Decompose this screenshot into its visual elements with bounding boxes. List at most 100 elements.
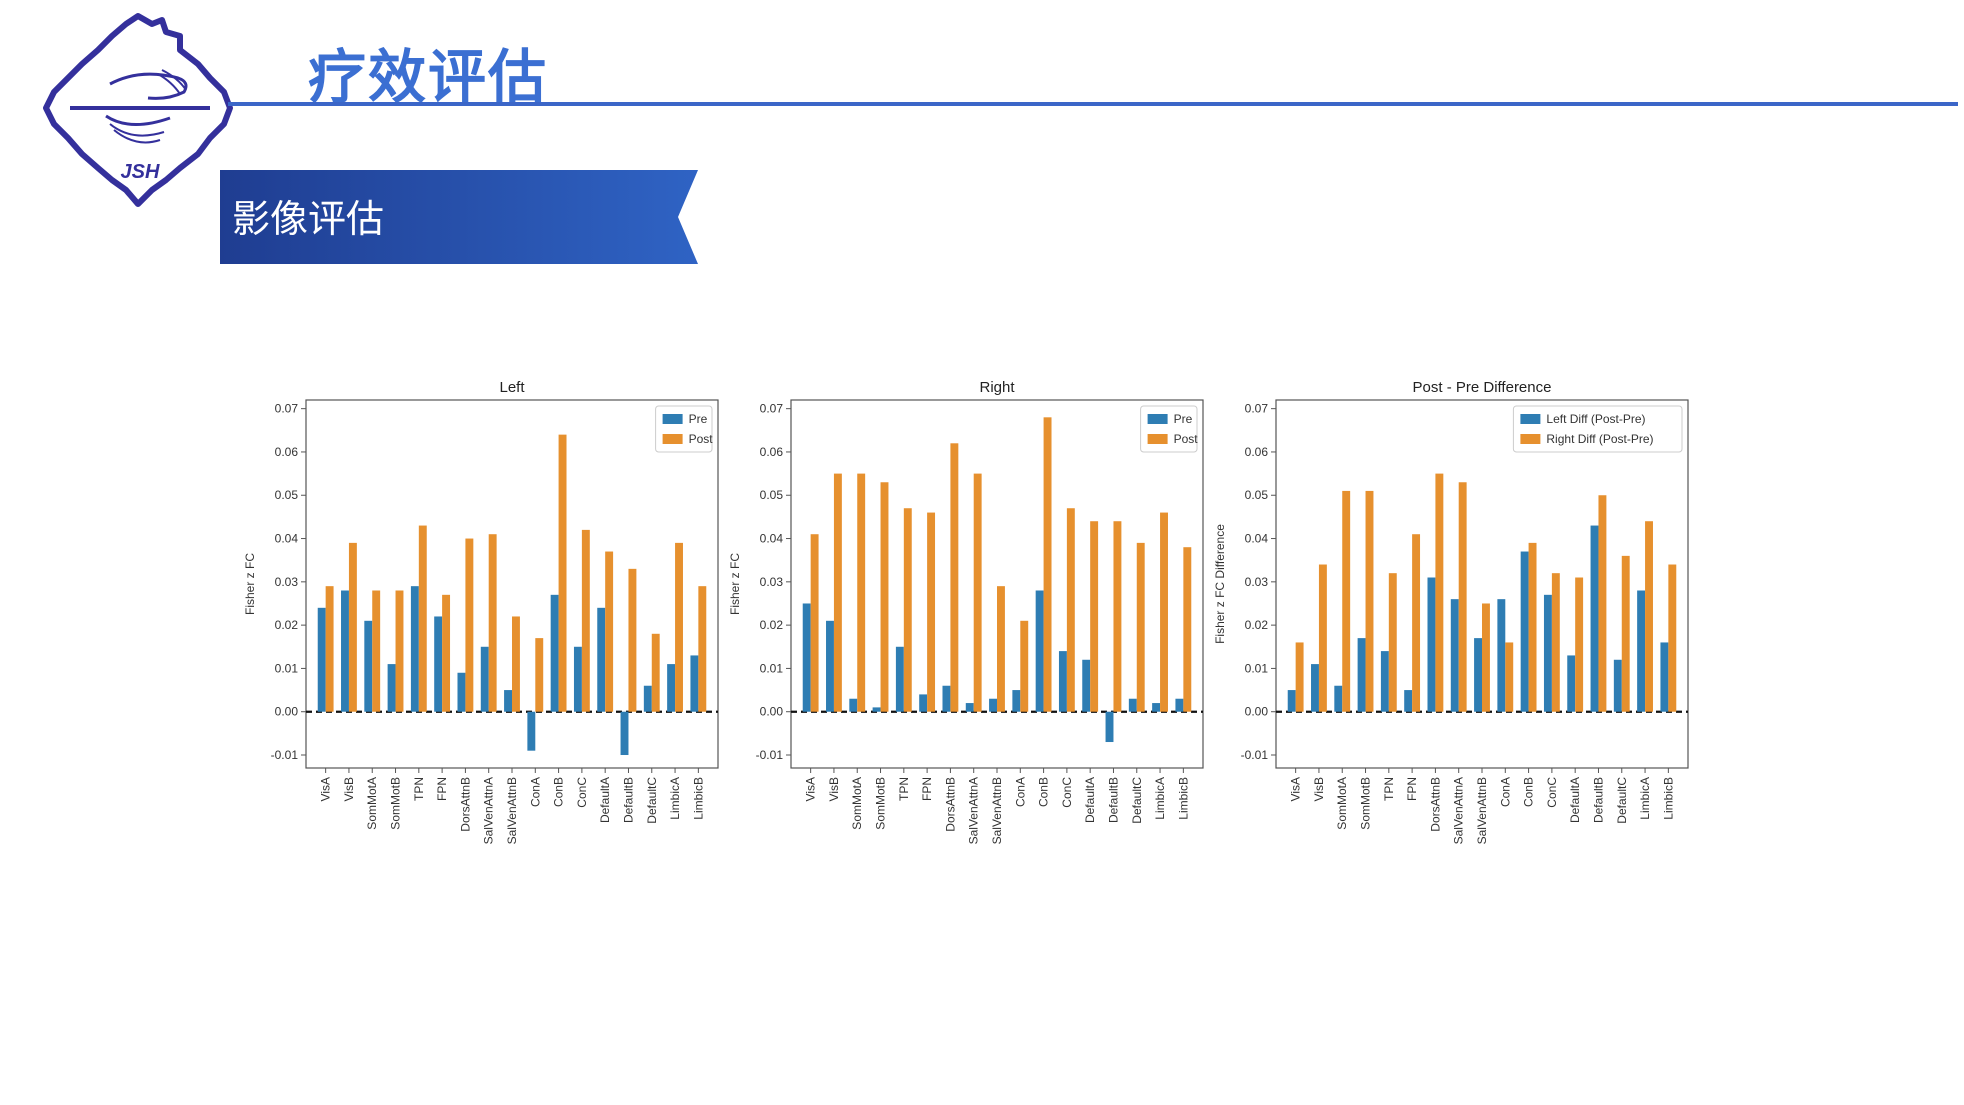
bar-series2-SalVenAttnB: [512, 616, 520, 712]
chart-title: Post - Pre Difference: [1413, 379, 1552, 396]
x-tick-label: TPN: [897, 777, 911, 801]
y-tick-label: 0.05: [760, 488, 784, 502]
logo-text: JSH: [121, 161, 160, 183]
chart-ylabel: Fisher z FC Difference: [1213, 524, 1227, 644]
bar-series1-DefaultA: [1567, 655, 1576, 712]
bar-series1-TPN: [895, 646, 904, 712]
bar-series1-ConB: [550, 594, 559, 712]
bar-series2-ConB: [558, 434, 567, 712]
bar-series1-SomMotB: [872, 707, 881, 712]
bar-series2-LimbicA: [1160, 512, 1168, 712]
y-tick-label: -0.01: [271, 748, 299, 762]
charts-figure: Left Fisher z FC 0.07 0.06 0.05 0.04 0.03 0.02 0…: [243, 379, 1689, 844]
bar-series1-DefaultC: [1128, 698, 1137, 712]
x-tick-label: ConC: [1060, 777, 1074, 808]
y-tick-label: 0.07: [1245, 402, 1269, 416]
bar-series2-ConC: [1066, 508, 1075, 712]
x-tick-label: ConC: [575, 777, 589, 808]
x-tick-label: DefaultB: [621, 777, 635, 823]
x-tick-label: TPN: [1382, 777, 1396, 801]
legend-label: Post: [689, 432, 714, 446]
x-tick-label: ConB: [1522, 777, 1536, 807]
bar-series2-DefaultC: [651, 633, 660, 712]
bar-series2-SalVenAttnA: [1458, 482, 1467, 712]
bar-series1-DorsAttnB: [457, 672, 466, 712]
bar-series2-FPN: [927, 512, 936, 712]
y-tick-label: 0.04: [275, 532, 299, 546]
bar-series1-SalVenAttnA: [1450, 599, 1459, 712]
bar-series2-LimbicB: [698, 586, 707, 712]
bar-series2-DefaultC: [1621, 555, 1630, 712]
bar-series1-VisA: [802, 603, 811, 712]
x-tick-label: SomMotA: [1335, 777, 1349, 830]
bar-series1-SomMotB: [1357, 638, 1366, 712]
bar-series1-LimbicA: [1152, 703, 1161, 712]
bar-series2-FPN: [442, 594, 451, 712]
bar-series2-DefaultB: [628, 568, 637, 712]
y-tick-label: 0.02: [1245, 618, 1269, 632]
page-title: 疗效评估: [308, 43, 549, 111]
chart-legend: [1512, 405, 1683, 453]
bar-series2-LimbicB: [1183, 547, 1192, 712]
bar-series2-ConC: [581, 529, 590, 712]
bar-series1-ConB: [1035, 590, 1044, 712]
x-tick-label: FPN: [435, 777, 449, 801]
bar-series1-DefaultC: [1613, 659, 1622, 712]
bar-series1-SomMotB: [387, 664, 396, 712]
x-tick-label: SalVenAttnA: [967, 777, 981, 844]
bar-series2-ConA: [1505, 642, 1514, 712]
legend-swatch: [1520, 414, 1541, 424]
bar-series2-ConB: [1043, 417, 1052, 712]
y-tick-label: 0.03: [275, 575, 299, 589]
bar-series1-SomMotA: [1334, 685, 1343, 712]
bar-series2-DorsAttnB: [950, 443, 959, 712]
y-tick-label: 0.05: [1245, 488, 1269, 502]
bar-series1-SomMotA: [364, 620, 373, 712]
bar-series2-LimbicA: [675, 542, 683, 712]
x-tick-label: ConB: [1037, 777, 1051, 807]
bar-series1-DorsAttnB: [1427, 577, 1436, 712]
x-tick-label: VisB: [1312, 777, 1326, 801]
y-tick-label: 0.02: [275, 618, 299, 632]
bar-series2-DefaultA: [605, 551, 614, 712]
legend-swatch: [1520, 434, 1541, 444]
y-tick-label: 0.04: [760, 532, 784, 546]
chart-ylabel: Fisher z FC: [728, 553, 742, 615]
bar-series1-ConB: [1520, 551, 1529, 712]
bar-series2-DefaultB: [1113, 521, 1122, 712]
x-tick-label: LimbicB: [1176, 777, 1190, 820]
y-tick-label: 0.00: [1245, 705, 1269, 719]
bar-series1-FPN: [1404, 690, 1413, 712]
x-tick-label: LimbicA: [1153, 777, 1167, 820]
bar-series1-DefaultB: [1590, 525, 1599, 712]
bar-series1-DefaultC: [643, 685, 652, 712]
legend-label: Right Diff (Post-Pre): [1546, 432, 1653, 446]
legend-label: Post: [1174, 432, 1199, 446]
bar-series2-ConC: [1551, 573, 1560, 712]
x-tick-label: LimbicB: [1661, 777, 1675, 820]
x-tick-label: DefaultA: [598, 777, 612, 823]
bar-series1-ConA: [1012, 690, 1021, 712]
bar-series1-SomMotA: [849, 698, 858, 712]
bar-series2-VisB: [833, 473, 842, 712]
bar-series2-SomMotA: [1342, 490, 1351, 712]
x-tick-label: SomMotA: [850, 777, 864, 830]
chart-panel-1: Right Fisher z FC 0.07 0.06 0.05 0.04 0.03 0.02…: [728, 379, 1204, 844]
x-tick-label: DefaultB: [1591, 777, 1605, 823]
x-tick-label: FPN: [920, 777, 934, 801]
bar-series2-VisB: [1318, 564, 1327, 712]
x-tick-label: SalVenAttnA: [482, 777, 496, 844]
bar-series1-LimbicB: [690, 655, 699, 712]
bar-series1-SalVenAttnB: [504, 690, 512, 712]
logo-emblem: JSH: [43, 13, 233, 207]
chart-panel-2: Post - Pre Difference Fisher z FC Differe…: [1213, 379, 1689, 844]
x-tick-label: DefaultC: [645, 777, 659, 824]
y-tick-label: 0.07: [275, 402, 299, 416]
bar-series1-SalVenAttnB: [989, 698, 997, 712]
bar-series2-DefaultC: [1136, 542, 1145, 712]
section-banner: [220, 170, 698, 264]
bar-series2-ConA: [1020, 620, 1029, 712]
legend-label: Left Diff (Post-Pre): [1546, 412, 1645, 426]
x-tick-label: SomMotB: [874, 777, 888, 830]
legend-swatch: [1147, 414, 1168, 424]
